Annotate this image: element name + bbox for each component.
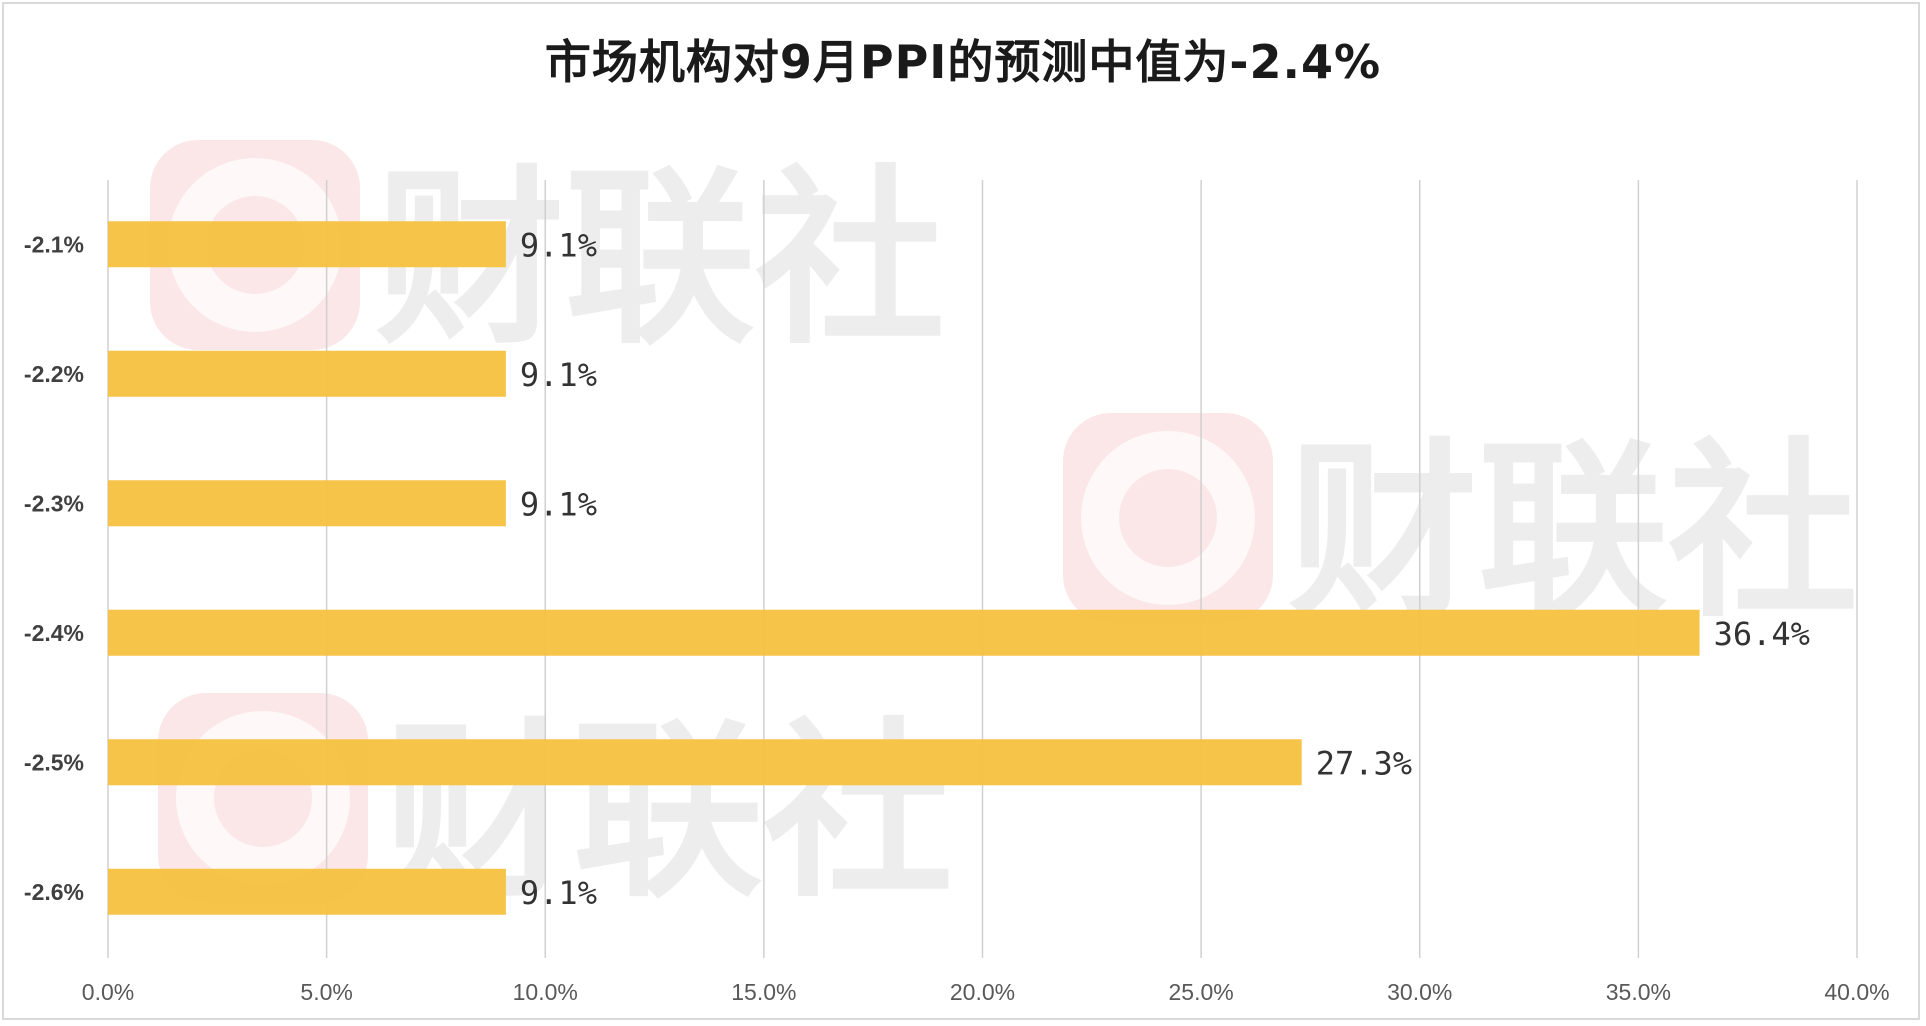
c-circle-logo-ring — [1081, 431, 1255, 605]
data-label: 36.4% — [1714, 615, 1810, 653]
watermark-text: 财联社 — [1288, 422, 1858, 643]
watermark-layer: 财联社 财联社 财联社 — [150, 140, 1858, 923]
data-label: 9.1% — [520, 356, 597, 394]
x-axis-ticks: 0.0% 5.0% 10.0% 15.0% 20.0% 25.0% 30.0% 35.0% 40… — [82, 979, 1890, 1005]
y-axis-ticks: -2.1% -2.2% -2.3% -2.4% -2.5% -2.6% — [24, 231, 84, 905]
x-tick-label: 40.0% — [1824, 979, 1889, 1005]
watermark-1: 财联社 — [150, 140, 945, 370]
gridlines — [107, 180, 1858, 958]
chart-title: 市场机构对9月PPI的预测中值为-2.4% — [544, 35, 1382, 89]
data-label: 9.1% — [520, 874, 597, 912]
x-tick-label: 10.0% — [513, 979, 578, 1005]
bar — [108, 350, 506, 397]
x-tick-label: 15.0% — [731, 979, 796, 1005]
y-tick-label: -2.2% — [24, 361, 84, 387]
x-tick-label: 25.0% — [1169, 979, 1234, 1005]
y-tick-label: -2.4% — [24, 620, 84, 646]
data-labels: 9.1% 9.1% 9.1% 36.4% 27.3% 9.1% — [520, 226, 1810, 912]
y-tick-label: -2.3% — [24, 490, 84, 516]
data-label: 27.3% — [1316, 744, 1412, 782]
y-tick-label: -2.5% — [24, 749, 84, 775]
bar — [108, 480, 506, 527]
bars — [108, 221, 1700, 915]
watermark-2: 财联社 — [1063, 413, 1858, 643]
data-label: 9.1% — [520, 485, 597, 523]
y-tick-label: -2.1% — [24, 231, 84, 257]
x-tick-label: 5.0% — [300, 979, 352, 1005]
x-tick-label: 0.0% — [82, 979, 134, 1005]
x-tick-label: 20.0% — [950, 979, 1015, 1005]
x-tick-label: 30.0% — [1387, 979, 1452, 1005]
bar — [108, 739, 1302, 786]
bar — [108, 221, 506, 268]
x-tick-label: 35.0% — [1606, 979, 1671, 1005]
c-circle-logo-ring — [176, 711, 350, 885]
data-label: 9.1% — [520, 226, 597, 264]
bar — [108, 609, 1700, 656]
y-tick-label: -2.6% — [24, 879, 84, 905]
bar — [108, 868, 506, 915]
